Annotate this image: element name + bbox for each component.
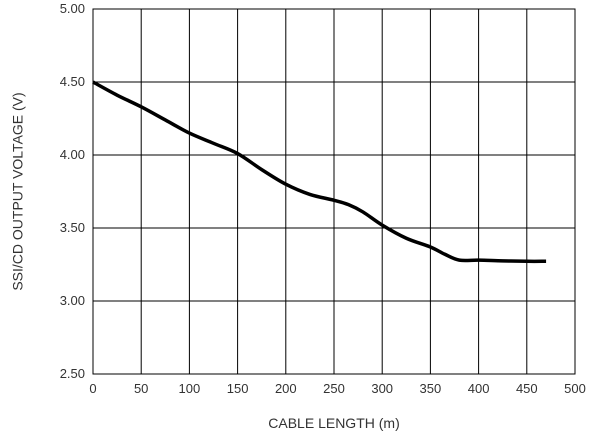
y-tick-label-4: 4.50 — [60, 74, 85, 89]
x-axis-label: CABLE LENGTH (m) — [268, 415, 399, 431]
y-tick-label-0: 2.50 — [60, 366, 85, 381]
plot-frame — [92, 8, 576, 375]
x-tick-label-10: 500 — [564, 381, 586, 396]
y-axis-label: SSI/CD OUTPUT VOLTAGE (V) — [10, 92, 26, 290]
x-tick-label-4: 200 — [275, 381, 297, 396]
series-line-0 — [92, 80, 547, 264]
x-tick-label-7: 350 — [420, 381, 442, 396]
x-tick-label-9: 450 — [516, 381, 538, 396]
y-tick-label-2: 3.50 — [60, 220, 85, 235]
x-tick-label-1: 50 — [134, 381, 148, 396]
grid-lines — [92, 8, 576, 375]
x-tick-label-8: 400 — [468, 381, 490, 396]
x-tick-label-0: 0 — [89, 381, 96, 396]
x-tick-labels: 0 50 100 150 200 250 300 350 400 450 500 — [89, 381, 585, 396]
x-tick-label-6: 300 — [371, 381, 393, 396]
x-tick-label-2: 100 — [179, 381, 201, 396]
x-tick-label-5: 250 — [323, 381, 345, 396]
series-layer — [92, 80, 547, 264]
y-tick-label-1: 3.00 — [60, 293, 85, 308]
y-tick-labels: 2.50 3.00 3.50 4.00 4.50 5.00 — [60, 1, 85, 381]
y-tick-label-5: 5.00 — [60, 1, 85, 16]
y-tick-label-3: 4.00 — [60, 147, 85, 162]
x-tick-label-3: 150 — [227, 381, 249, 396]
